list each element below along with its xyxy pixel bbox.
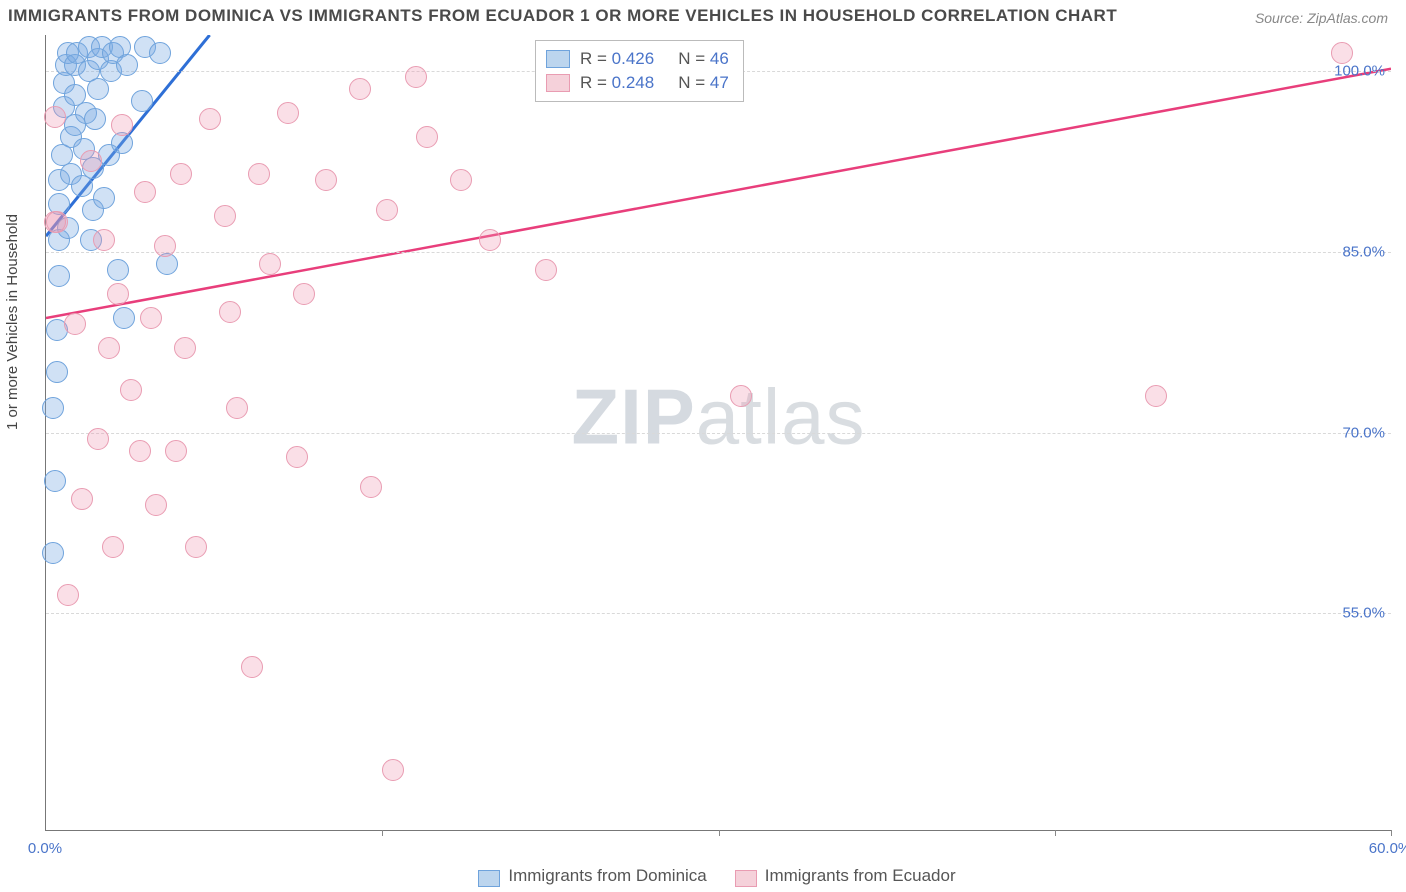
data-point <box>120 379 142 401</box>
data-point <box>93 229 115 251</box>
legend-swatch <box>546 74 570 92</box>
watermark: ZIPatlas <box>571 371 865 462</box>
data-point <box>44 470 66 492</box>
data-point <box>349 78 371 100</box>
data-point <box>64 313 86 335</box>
data-point <box>87 78 109 100</box>
data-point <box>248 163 270 185</box>
x-tick <box>719 830 720 836</box>
trend-line <box>46 69 1391 318</box>
data-point <box>293 283 315 305</box>
data-point <box>214 205 236 227</box>
x-tick <box>382 830 383 836</box>
data-point <box>46 211 68 233</box>
data-point <box>71 488 93 510</box>
data-point <box>84 108 106 130</box>
legend-series-label: Immigrants from Dominica <box>508 866 706 885</box>
data-point <box>376 199 398 221</box>
data-point <box>42 542 64 564</box>
data-point <box>165 440 187 462</box>
data-point <box>80 150 102 172</box>
data-point <box>185 536 207 558</box>
x-tick <box>1391 830 1392 836</box>
data-point <box>87 428 109 450</box>
data-point <box>44 106 66 128</box>
data-point <box>405 66 427 88</box>
data-point <box>98 337 120 359</box>
data-point <box>107 283 129 305</box>
legend-row: R = 0.426 N = 46 <box>546 47 729 71</box>
data-point <box>241 656 263 678</box>
y-tick-label: 85.0% <box>1342 243 1385 260</box>
data-point <box>46 361 68 383</box>
x-tick-label: 60.0% <box>1369 840 1406 857</box>
legend-series-label: Immigrants from Ecuador <box>765 866 956 885</box>
data-point <box>450 169 472 191</box>
data-point <box>259 253 281 275</box>
data-point <box>277 102 299 124</box>
legend-n-label: N = 47 <box>678 71 729 95</box>
data-point <box>315 169 337 191</box>
gridline-horizontal <box>46 613 1391 614</box>
data-point <box>382 759 404 781</box>
data-point <box>129 440 151 462</box>
series-legend: Immigrants from Dominica Immigrants from … <box>0 866 1406 886</box>
data-point <box>140 307 162 329</box>
y-axis-label: 1 or more Vehicles in Household <box>4 214 21 430</box>
data-point <box>131 90 153 112</box>
data-point <box>219 301 241 323</box>
data-point <box>149 42 171 64</box>
legend-r-label: R = 0.426 <box>580 47 654 71</box>
watermark-bold: ZIP <box>571 372 695 460</box>
data-point <box>416 126 438 148</box>
data-point <box>154 235 176 257</box>
data-point <box>226 397 248 419</box>
y-tick-label: 55.0% <box>1342 605 1385 622</box>
data-point <box>199 108 221 130</box>
y-tick-label: 100.0% <box>1334 63 1385 80</box>
legend-row: R = 0.248 N = 47 <box>546 71 729 95</box>
legend-swatch <box>478 870 500 887</box>
x-tick <box>1055 830 1056 836</box>
data-point <box>535 259 557 281</box>
data-point <box>134 181 156 203</box>
data-point <box>113 307 135 329</box>
data-point <box>57 584 79 606</box>
data-point <box>286 446 308 468</box>
data-point <box>42 397 64 419</box>
correlation-legend: R = 0.426 N = 46 R = 0.248 N = 47 <box>535 40 744 102</box>
y-tick-label: 70.0% <box>1342 424 1385 441</box>
watermark-rest: atlas <box>696 372 866 460</box>
data-point <box>93 187 115 209</box>
data-point <box>111 114 133 136</box>
data-point <box>116 54 138 76</box>
data-point <box>102 536 124 558</box>
data-point <box>48 265 70 287</box>
chart-title: IMMIGRANTS FROM DOMINICA VS IMMIGRANTS F… <box>8 6 1117 26</box>
scatter-plot-area: ZIPatlas 55.0% 70.0% 85.0% 100.0% <box>45 35 1391 831</box>
legend-swatch <box>735 870 757 887</box>
gridline-horizontal <box>46 252 1391 253</box>
data-point <box>170 163 192 185</box>
data-point <box>1331 42 1353 64</box>
x-tick-label: 0.0% <box>28 840 62 857</box>
data-point <box>174 337 196 359</box>
data-point <box>730 385 752 407</box>
legend-swatch <box>546 50 570 68</box>
data-point <box>1145 385 1167 407</box>
legend-r-label: R = 0.248 <box>580 71 654 95</box>
data-point <box>360 476 382 498</box>
data-point <box>107 259 129 281</box>
legend-n-label: N = 46 <box>678 47 729 71</box>
gridline-horizontal <box>46 433 1391 434</box>
data-point <box>145 494 167 516</box>
data-point <box>479 229 501 251</box>
source-attribution: Source: ZipAtlas.com <box>1255 10 1388 26</box>
